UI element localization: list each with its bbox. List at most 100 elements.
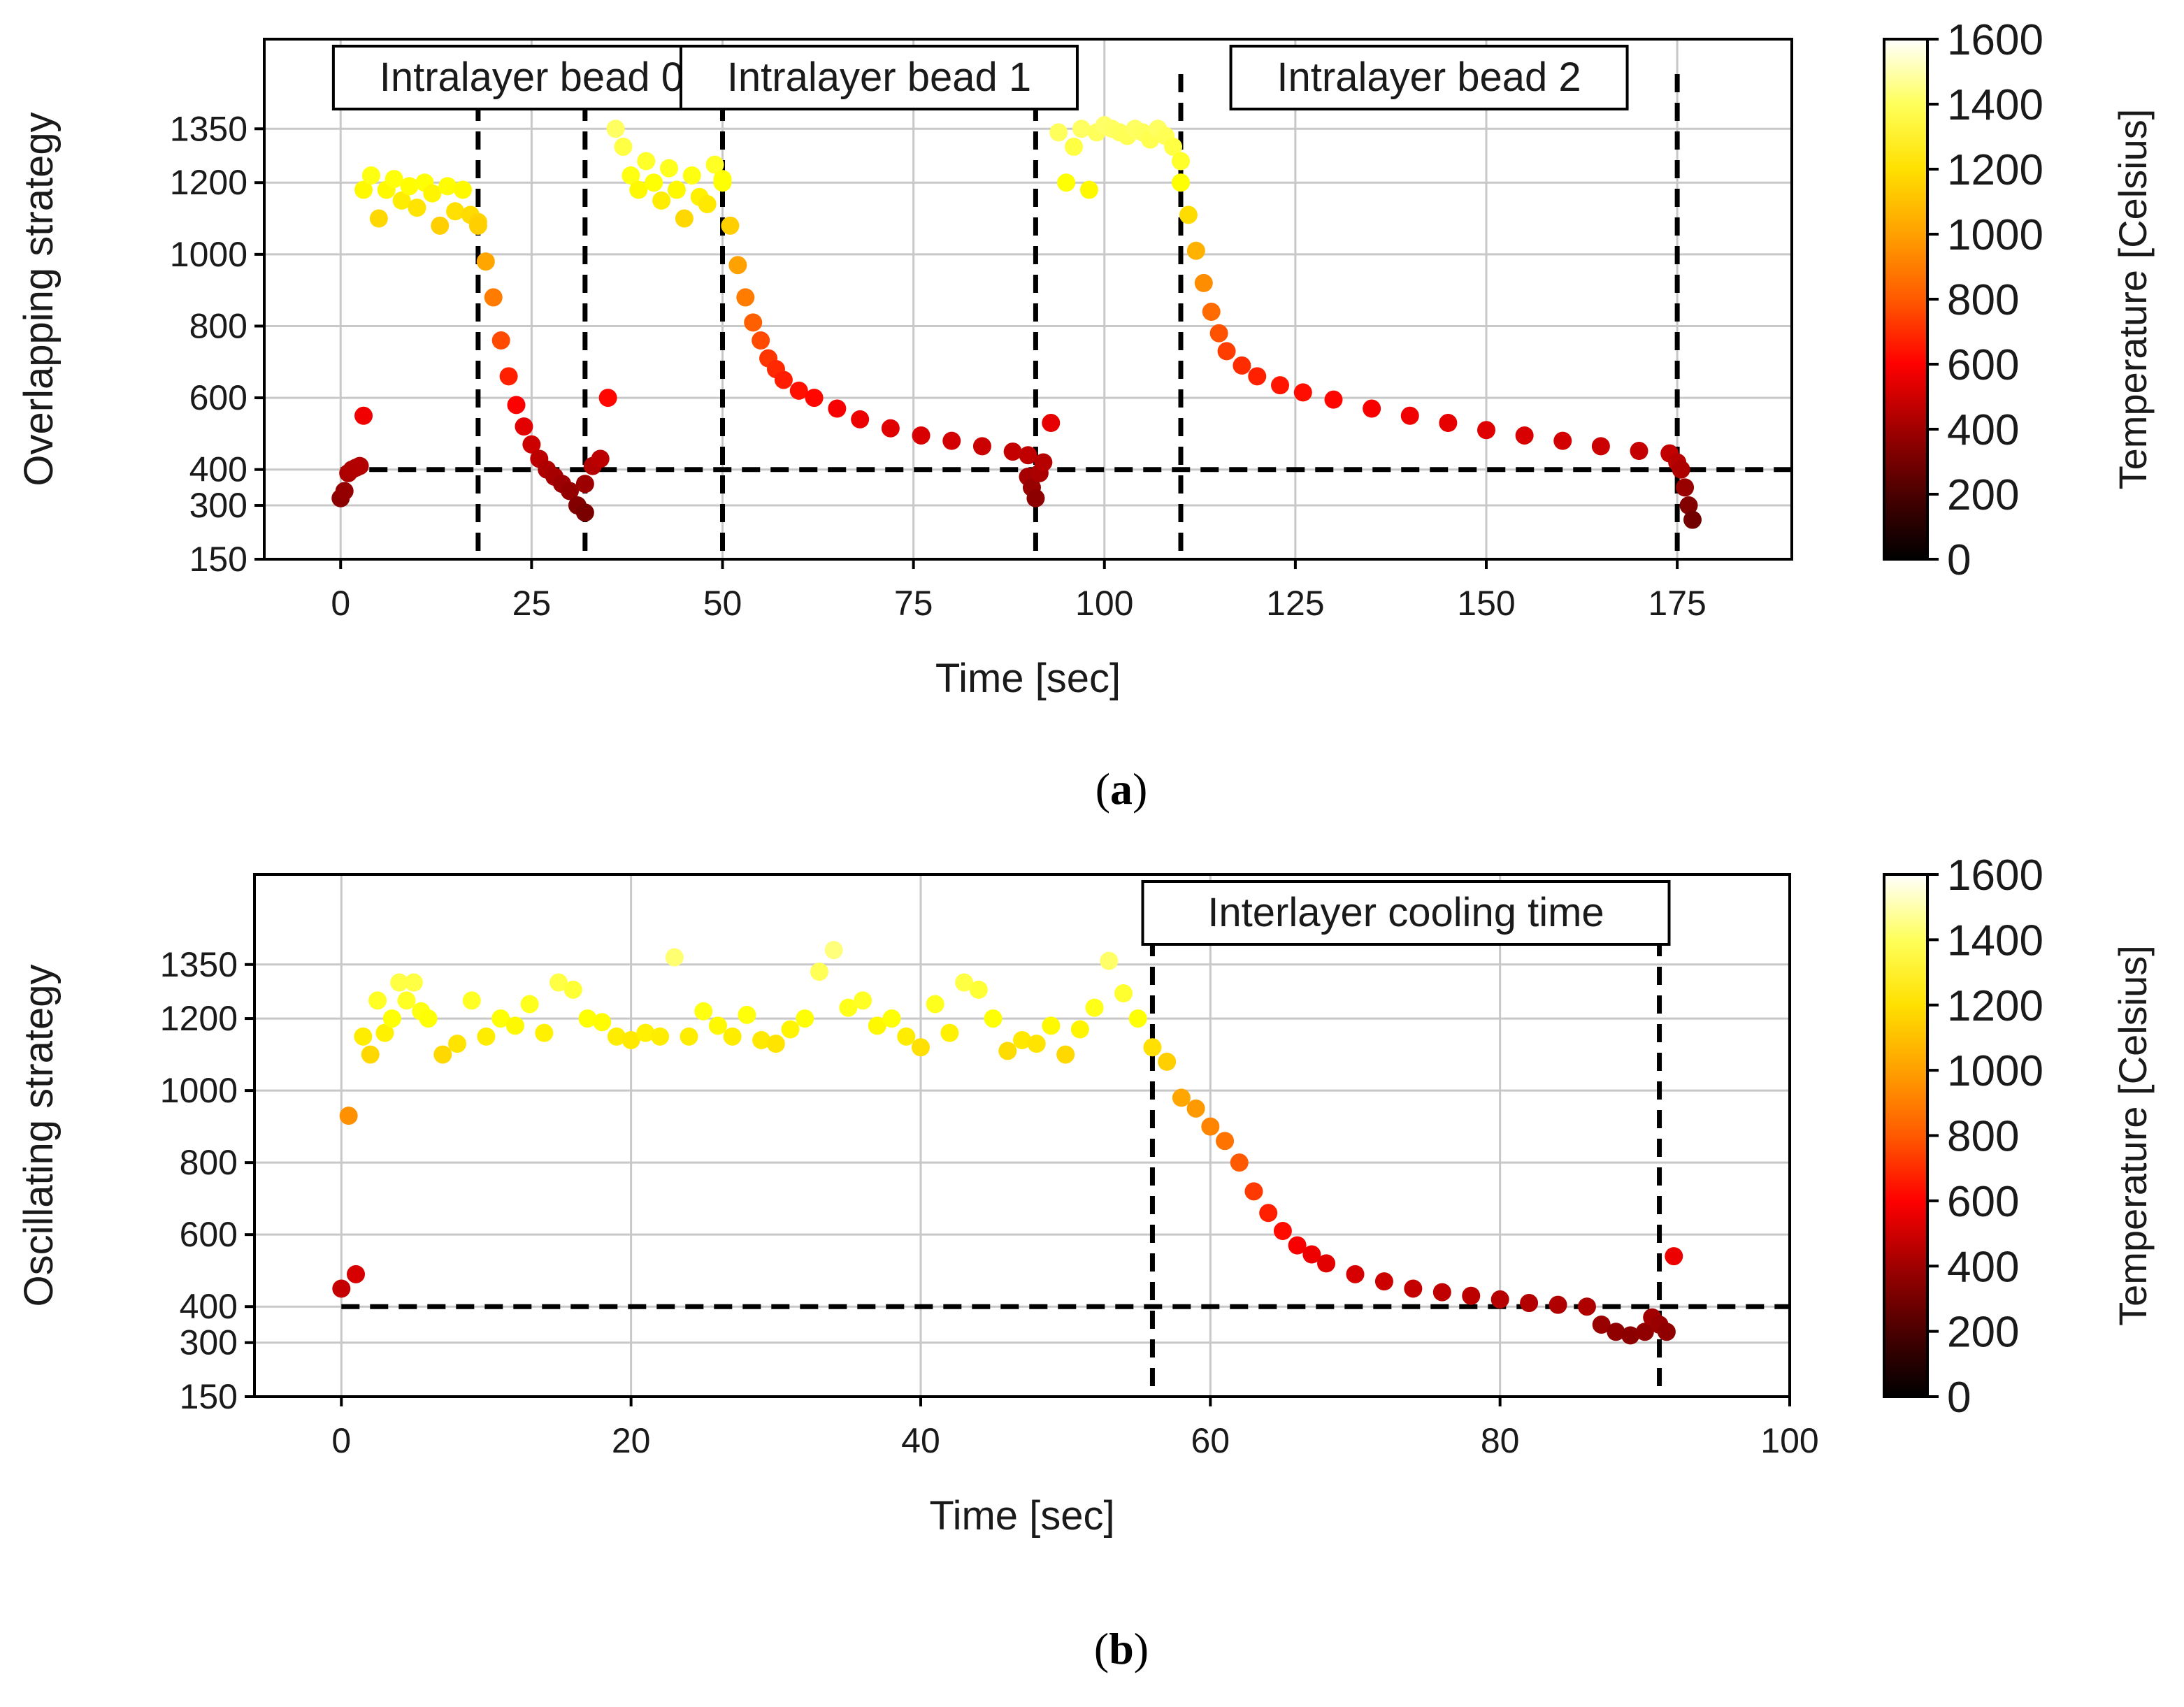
- data-point-b-1-34: [781, 1020, 800, 1039]
- data-point-a-1-11: [438, 177, 457, 196]
- annotation-box-a-0: [331, 45, 731, 110]
- data-point-a-8-16: [1515, 426, 1534, 445]
- data-point-a-4-5: [645, 173, 663, 192]
- x-tick-label-b-1: 20: [612, 1421, 651, 1460]
- data-point-b-3-0: [1592, 1315, 1611, 1334]
- scatter-points-b: [332, 941, 1683, 1345]
- data-point-b-3-6: [1657, 1323, 1676, 1341]
- y-tick-label-a-7: 1350: [170, 109, 247, 148]
- data-point-b-1-53: [1056, 1045, 1075, 1064]
- data-point-b-1-38: [839, 998, 858, 1017]
- data-point-b-1-33: [766, 1035, 785, 1053]
- data-point-a-2-2: [484, 288, 503, 307]
- data-point-b-1-10: [433, 1045, 452, 1064]
- data-point-a-7-4: [1079, 180, 1098, 199]
- colorbar-tick-label-a-8: 1600: [1947, 16, 2043, 64]
- data-point-b-3-1: [1607, 1323, 1625, 1341]
- y-tick-label-b-3: 600: [180, 1215, 238, 1254]
- data-point-a-4-2: [622, 166, 640, 185]
- data-point-a-1-1: [361, 166, 380, 185]
- data-point-b-1-13: [477, 1027, 496, 1046]
- data-point-a-1-2: [369, 209, 388, 228]
- data-point-a-5-2: [728, 256, 747, 275]
- colorbar-tick-label-b-2: 400: [1947, 1243, 2019, 1291]
- x-tick-label-a-4: 100: [1075, 584, 1133, 623]
- data-point-a-4-10: [682, 166, 701, 185]
- data-point-b-0-2: [347, 1265, 366, 1283]
- y-tick-label-a-5: 1000: [170, 235, 247, 274]
- data-point-a-8-19: [1630, 442, 1648, 461]
- x-tick-label-a-0: 0: [331, 584, 350, 623]
- data-point-a-5-16: [972, 437, 991, 456]
- data-point-b-1-7: [404, 973, 423, 992]
- data-point-a-0-5: [350, 456, 369, 475]
- annotation-box-b-0: [1141, 880, 1671, 946]
- data-point-a-7-1: [1057, 173, 1076, 192]
- data-point-a-5-11: [828, 399, 847, 418]
- data-point-a-8-12: [1363, 399, 1381, 418]
- data-point-a-7-0: [1049, 123, 1068, 142]
- data-point-a-5-9: [789, 381, 808, 400]
- colorbar-tick-label-b-3: 600: [1947, 1178, 2019, 1226]
- data-point-b-1-35: [796, 1009, 814, 1028]
- x-tick-label-a-5: 125: [1266, 584, 1324, 623]
- data-point-b-2-16: [1432, 1283, 1451, 1302]
- annotation-box-a-1: [679, 45, 1079, 110]
- colorbar-tick-label-b-0: 0: [1947, 1374, 1971, 1422]
- data-point-b-3-3: [1635, 1323, 1654, 1341]
- data-point-b-1-23: [622, 1030, 640, 1049]
- data-point-a-8-8: [1248, 367, 1267, 386]
- data-point-b-1-32: [752, 1030, 771, 1049]
- data-point-a-4-1: [614, 137, 633, 156]
- data-point-a-2-5: [507, 396, 526, 415]
- colorbar-tick-label-b-6: 1200: [1947, 982, 2043, 1030]
- data-point-b-1-9: [419, 1009, 438, 1028]
- colorbar-gradient-a: [1883, 38, 1929, 561]
- panel-b: Interlayer cooling time 0 20 40 60 80 100 150 3…: [16, 851, 2155, 1673]
- data-point-b-2-21: [1577, 1297, 1596, 1316]
- data-point-a-4-8: [667, 180, 686, 199]
- colorbar-tick-label-a-5: 1000: [1947, 211, 2043, 259]
- data-point-a-5-18: [1019, 446, 1037, 465]
- data-point-b-3-7: [1665, 1247, 1683, 1266]
- y-tick-label-b-6: 1200: [160, 999, 238, 1038]
- data-point-b-2-0: [1143, 1038, 1162, 1057]
- annotation-box-a-2: [1229, 45, 1629, 110]
- data-point-a-4-4: [637, 152, 656, 171]
- colorbar-gradient-b: [1883, 873, 1929, 1398]
- data-point-a-3-0: [575, 475, 594, 494]
- data-point-b-2-20: [1549, 1295, 1567, 1314]
- x-axis-label-a: Time [sec]: [935, 656, 1121, 701]
- data-point-a-1-5: [392, 191, 411, 210]
- y-tick-label-a-4: 800: [189, 306, 247, 345]
- data-point-a-5-14: [912, 426, 931, 445]
- data-point-b-1-25: [651, 1027, 670, 1046]
- data-point-b-1-50: [1013, 1030, 1031, 1049]
- caption-letter-b: b: [1109, 1624, 1134, 1673]
- annotation-text-a-2: Intralayer bead 2: [1277, 55, 1581, 100]
- y-tick-label-b-1: 300: [180, 1323, 238, 1362]
- data-point-b-1-49: [998, 1042, 1017, 1060]
- y-axis-label-b: Oscillating strategy: [16, 965, 62, 1307]
- data-point-b-1-36: [810, 963, 828, 981]
- data-point-a-8-5: [1209, 324, 1228, 343]
- colorbar-label-a: Temperature [Celsius]: [2111, 109, 2155, 490]
- colorbar-tick-label-a-1: 200: [1947, 471, 2019, 519]
- data-point-b-0-1: [339, 1107, 358, 1125]
- data-point-b-1-14: [491, 1009, 510, 1028]
- data-point-b-2-15: [1404, 1279, 1423, 1298]
- data-point-b-1-12: [462, 991, 481, 1010]
- scatter-points-a: [331, 116, 1702, 529]
- y-tick-label-b-7: 1350: [160, 945, 238, 984]
- y-tick-label-b-2: 400: [180, 1287, 238, 1326]
- data-point-b-1-54: [1070, 1020, 1089, 1039]
- data-point-b-1-30: [723, 1027, 742, 1046]
- colorbar-tick-label-a-3: 600: [1947, 341, 2019, 389]
- data-point-b-2-18: [1490, 1290, 1509, 1309]
- colorbar-tick-label-a-0: 0: [1947, 536, 1971, 584]
- annotations-a: Intralayer bead 0 Intralayer bead 1 Intral…: [331, 45, 1629, 110]
- data-point-b-1-27: [680, 1027, 698, 1046]
- data-point-b-2-13: [1346, 1265, 1365, 1283]
- caption-letter-a: a: [1110, 764, 1133, 814]
- colorbar-tick-label-b-5: 1000: [1947, 1047, 2043, 1095]
